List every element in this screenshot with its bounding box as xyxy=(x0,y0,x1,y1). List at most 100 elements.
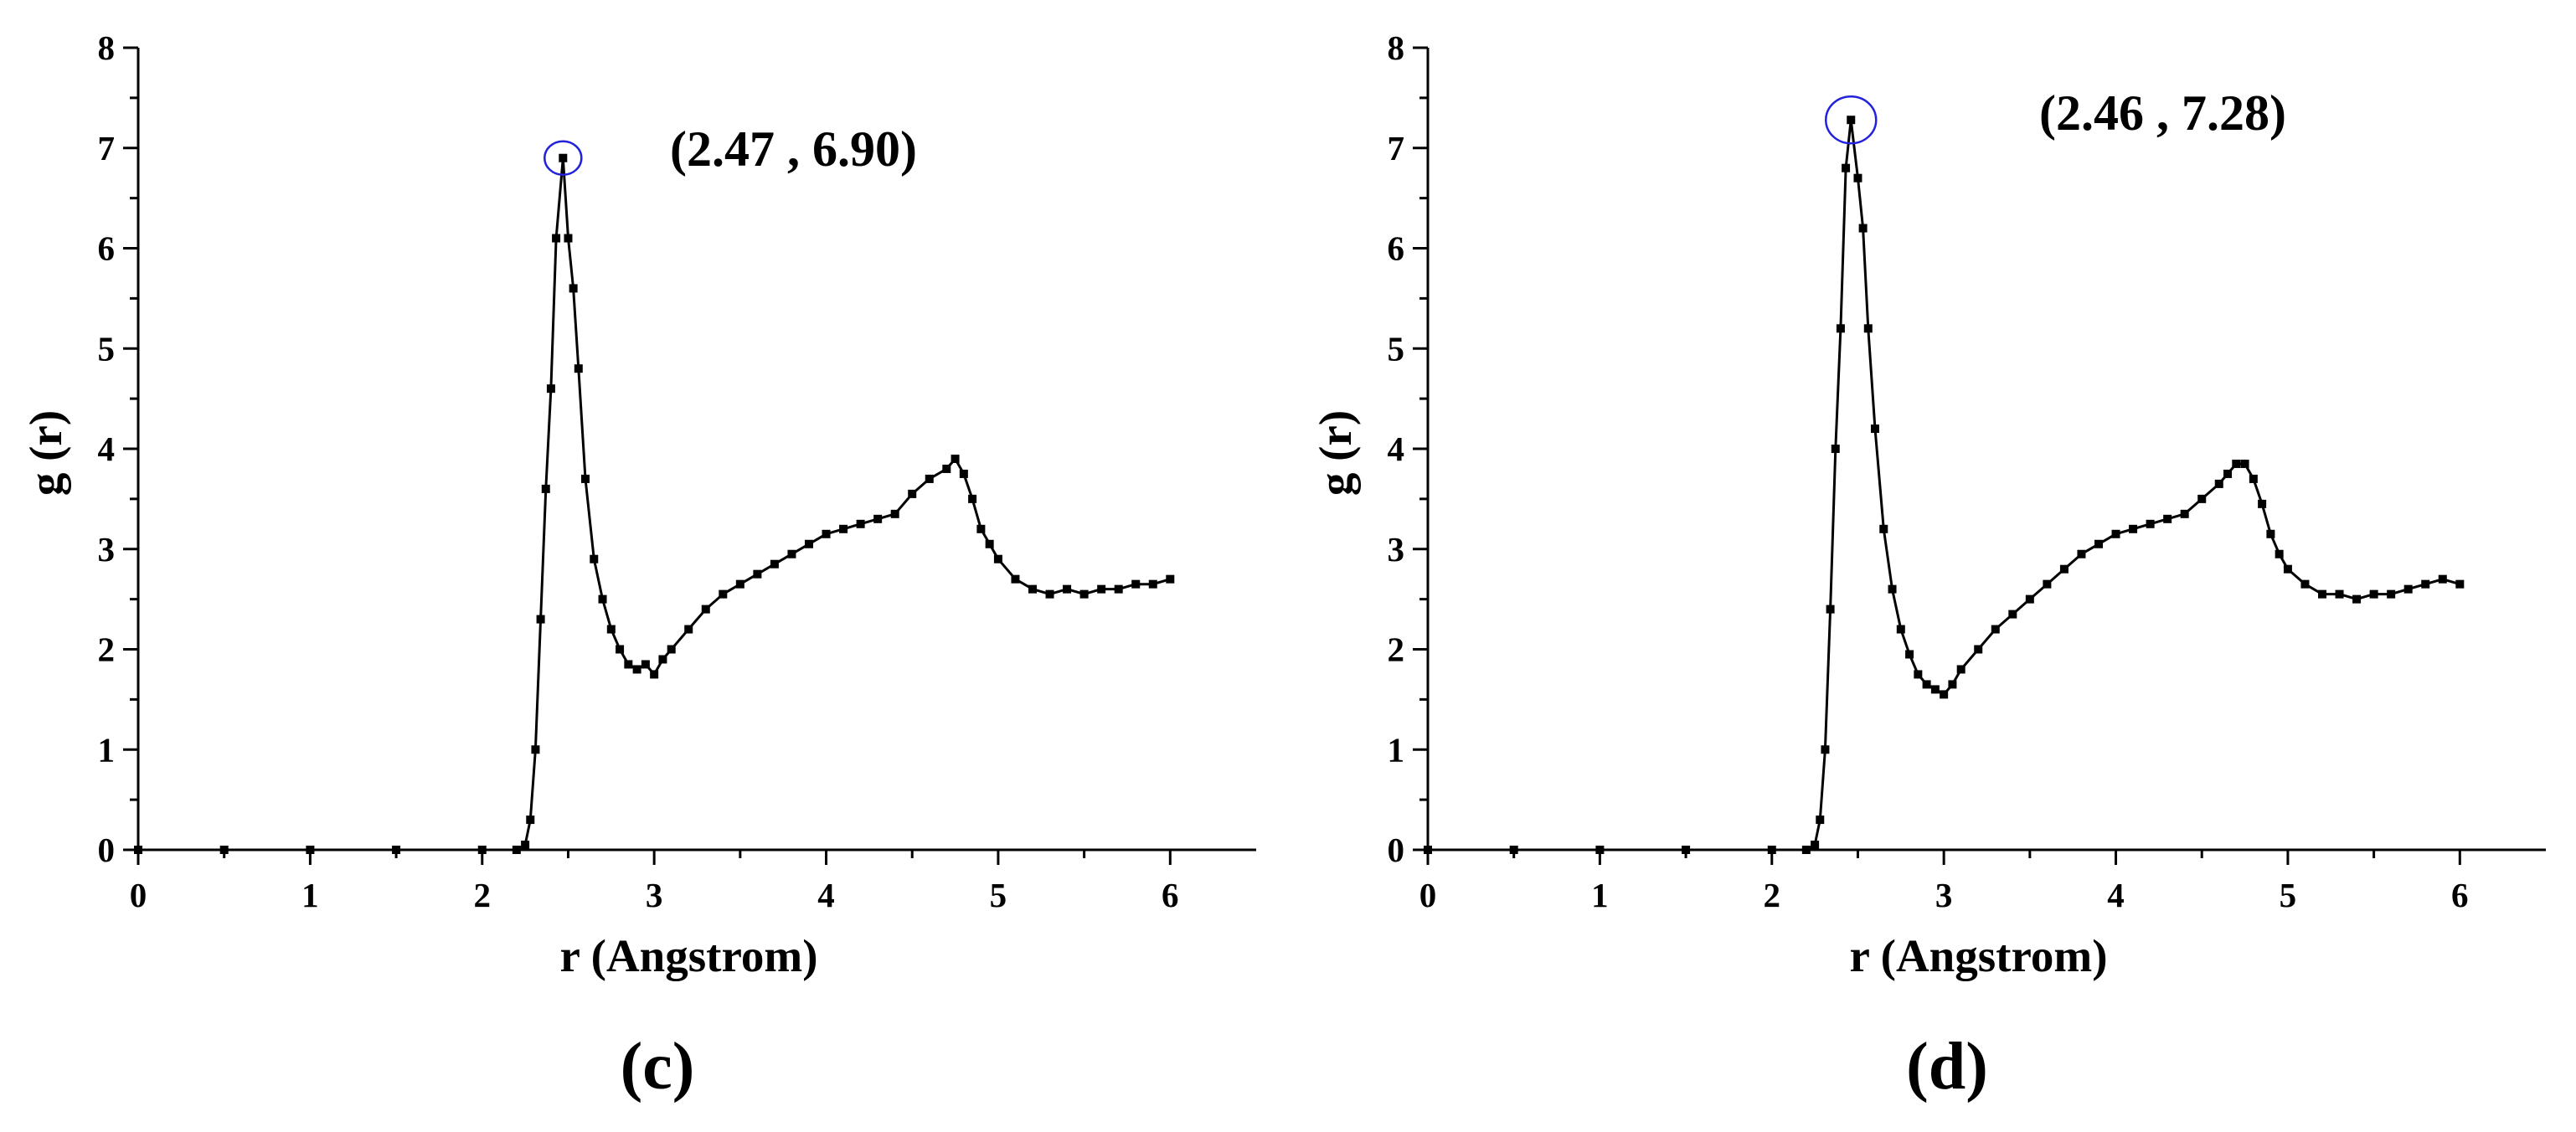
data-point xyxy=(581,474,590,483)
data-point xyxy=(590,554,599,563)
data-point xyxy=(552,234,561,243)
data-point xyxy=(753,569,762,579)
data-point xyxy=(1948,680,1957,689)
data-point xyxy=(2129,524,2138,533)
data-point xyxy=(2240,459,2249,468)
y-tick-label: 2 xyxy=(1388,630,1405,669)
data-point xyxy=(993,554,1002,563)
data-point xyxy=(1767,846,1776,854)
data-point xyxy=(2146,519,2155,528)
data-point xyxy=(632,665,641,674)
y-tick-label: 3 xyxy=(1388,530,1405,569)
data-point xyxy=(1079,589,1089,599)
data-point xyxy=(1888,584,1897,594)
data-point xyxy=(1879,524,1888,533)
x-tick-label: 2 xyxy=(474,876,492,914)
data-point xyxy=(477,846,487,854)
y-axis-title: g (r) xyxy=(1310,410,1361,496)
data-point xyxy=(2438,574,2447,584)
data-point xyxy=(968,494,977,503)
y-tick-label: 8 xyxy=(98,28,116,67)
data-point xyxy=(719,589,728,599)
x-tick-label: 3 xyxy=(1935,876,1953,914)
data-point xyxy=(2455,579,2465,589)
data-point xyxy=(856,519,865,528)
panel-label: (d) xyxy=(1906,1030,1988,1104)
data-point xyxy=(559,153,568,162)
data-point xyxy=(890,509,899,518)
y-tick-label: 5 xyxy=(98,329,116,368)
data-point xyxy=(574,364,583,373)
x-tick-label: 3 xyxy=(646,876,663,914)
data-point xyxy=(985,539,994,548)
data-point xyxy=(1801,846,1811,854)
data-point xyxy=(1045,589,1054,599)
x-tick-label: 5 xyxy=(990,876,1007,914)
y-tick-label: 1 xyxy=(1388,730,1405,769)
data-point xyxy=(1595,846,1605,854)
series-line xyxy=(138,157,1171,852)
data-point xyxy=(1682,846,1691,854)
data-point xyxy=(1836,324,1845,333)
data-point xyxy=(2318,589,2326,599)
peak-annotation: (2.46 , 7.28) xyxy=(2039,85,2286,141)
data-point xyxy=(1826,605,1835,614)
data-point xyxy=(616,645,625,654)
data-point xyxy=(1853,173,1862,183)
peak-circle xyxy=(1824,95,1878,145)
data-point xyxy=(2275,549,2284,558)
y-tick-label: 8 xyxy=(1388,28,1405,67)
y-tick-label: 6 xyxy=(1388,229,1405,268)
data-point xyxy=(2387,589,2396,599)
data-point xyxy=(908,489,917,498)
data-point xyxy=(701,605,710,614)
data-point xyxy=(1863,324,1873,333)
data-point xyxy=(2163,514,2172,523)
data-point xyxy=(2077,549,2086,558)
x-axis-title: r (Angstrom) xyxy=(559,930,817,981)
data-point xyxy=(2335,589,2344,599)
data-point xyxy=(805,539,813,548)
data-point xyxy=(2258,499,2267,508)
data-point xyxy=(306,846,315,854)
data-point xyxy=(667,645,676,654)
data-point xyxy=(526,816,535,825)
chart-panel-1: 0 1 2 3 4 5 6 0 1 2 3 4 5 6 7 8 r (Angstrom) g (r) (2.46 ,… xyxy=(1310,28,2546,1104)
y-tick-label: 7 xyxy=(98,129,116,167)
data-point xyxy=(2421,579,2430,589)
data-point xyxy=(1940,690,1949,699)
data-point xyxy=(959,469,968,478)
chart-panel-0: 0 1 2 3 4 5 6 0 1 2 3 4 5 6 7 8 r (Angstrom) g (r) (2.47 ,… xyxy=(20,28,1256,1104)
data-point xyxy=(1956,665,1965,674)
data-point xyxy=(1922,680,1931,689)
y-tick-label: 6 xyxy=(98,229,116,268)
data-point xyxy=(658,655,667,664)
data-point xyxy=(598,594,607,604)
data-point xyxy=(1821,745,1830,754)
data-point xyxy=(541,484,550,493)
data-point xyxy=(564,234,573,243)
data-point xyxy=(2059,564,2069,574)
series-line xyxy=(1428,118,2460,852)
data-point xyxy=(2094,539,2103,548)
data-point xyxy=(1871,424,1879,434)
data-point xyxy=(735,579,744,589)
data-point xyxy=(873,514,883,523)
data-point xyxy=(2111,529,2120,538)
data-point xyxy=(2197,494,2207,503)
data-point xyxy=(546,384,555,394)
data-point xyxy=(512,846,521,854)
data-point xyxy=(1858,224,1868,233)
data-point xyxy=(2214,479,2223,488)
data-point xyxy=(1097,584,1106,594)
data-point xyxy=(839,524,848,533)
y-tick-label: 0 xyxy=(1388,831,1405,869)
data-point xyxy=(1011,574,1020,584)
data-point xyxy=(392,846,401,854)
data-point xyxy=(1842,163,1851,172)
data-point xyxy=(822,529,831,538)
x-axis-title: r (Angstrom) xyxy=(1849,930,2107,981)
data-point xyxy=(606,625,616,634)
data-point xyxy=(1914,670,1923,679)
